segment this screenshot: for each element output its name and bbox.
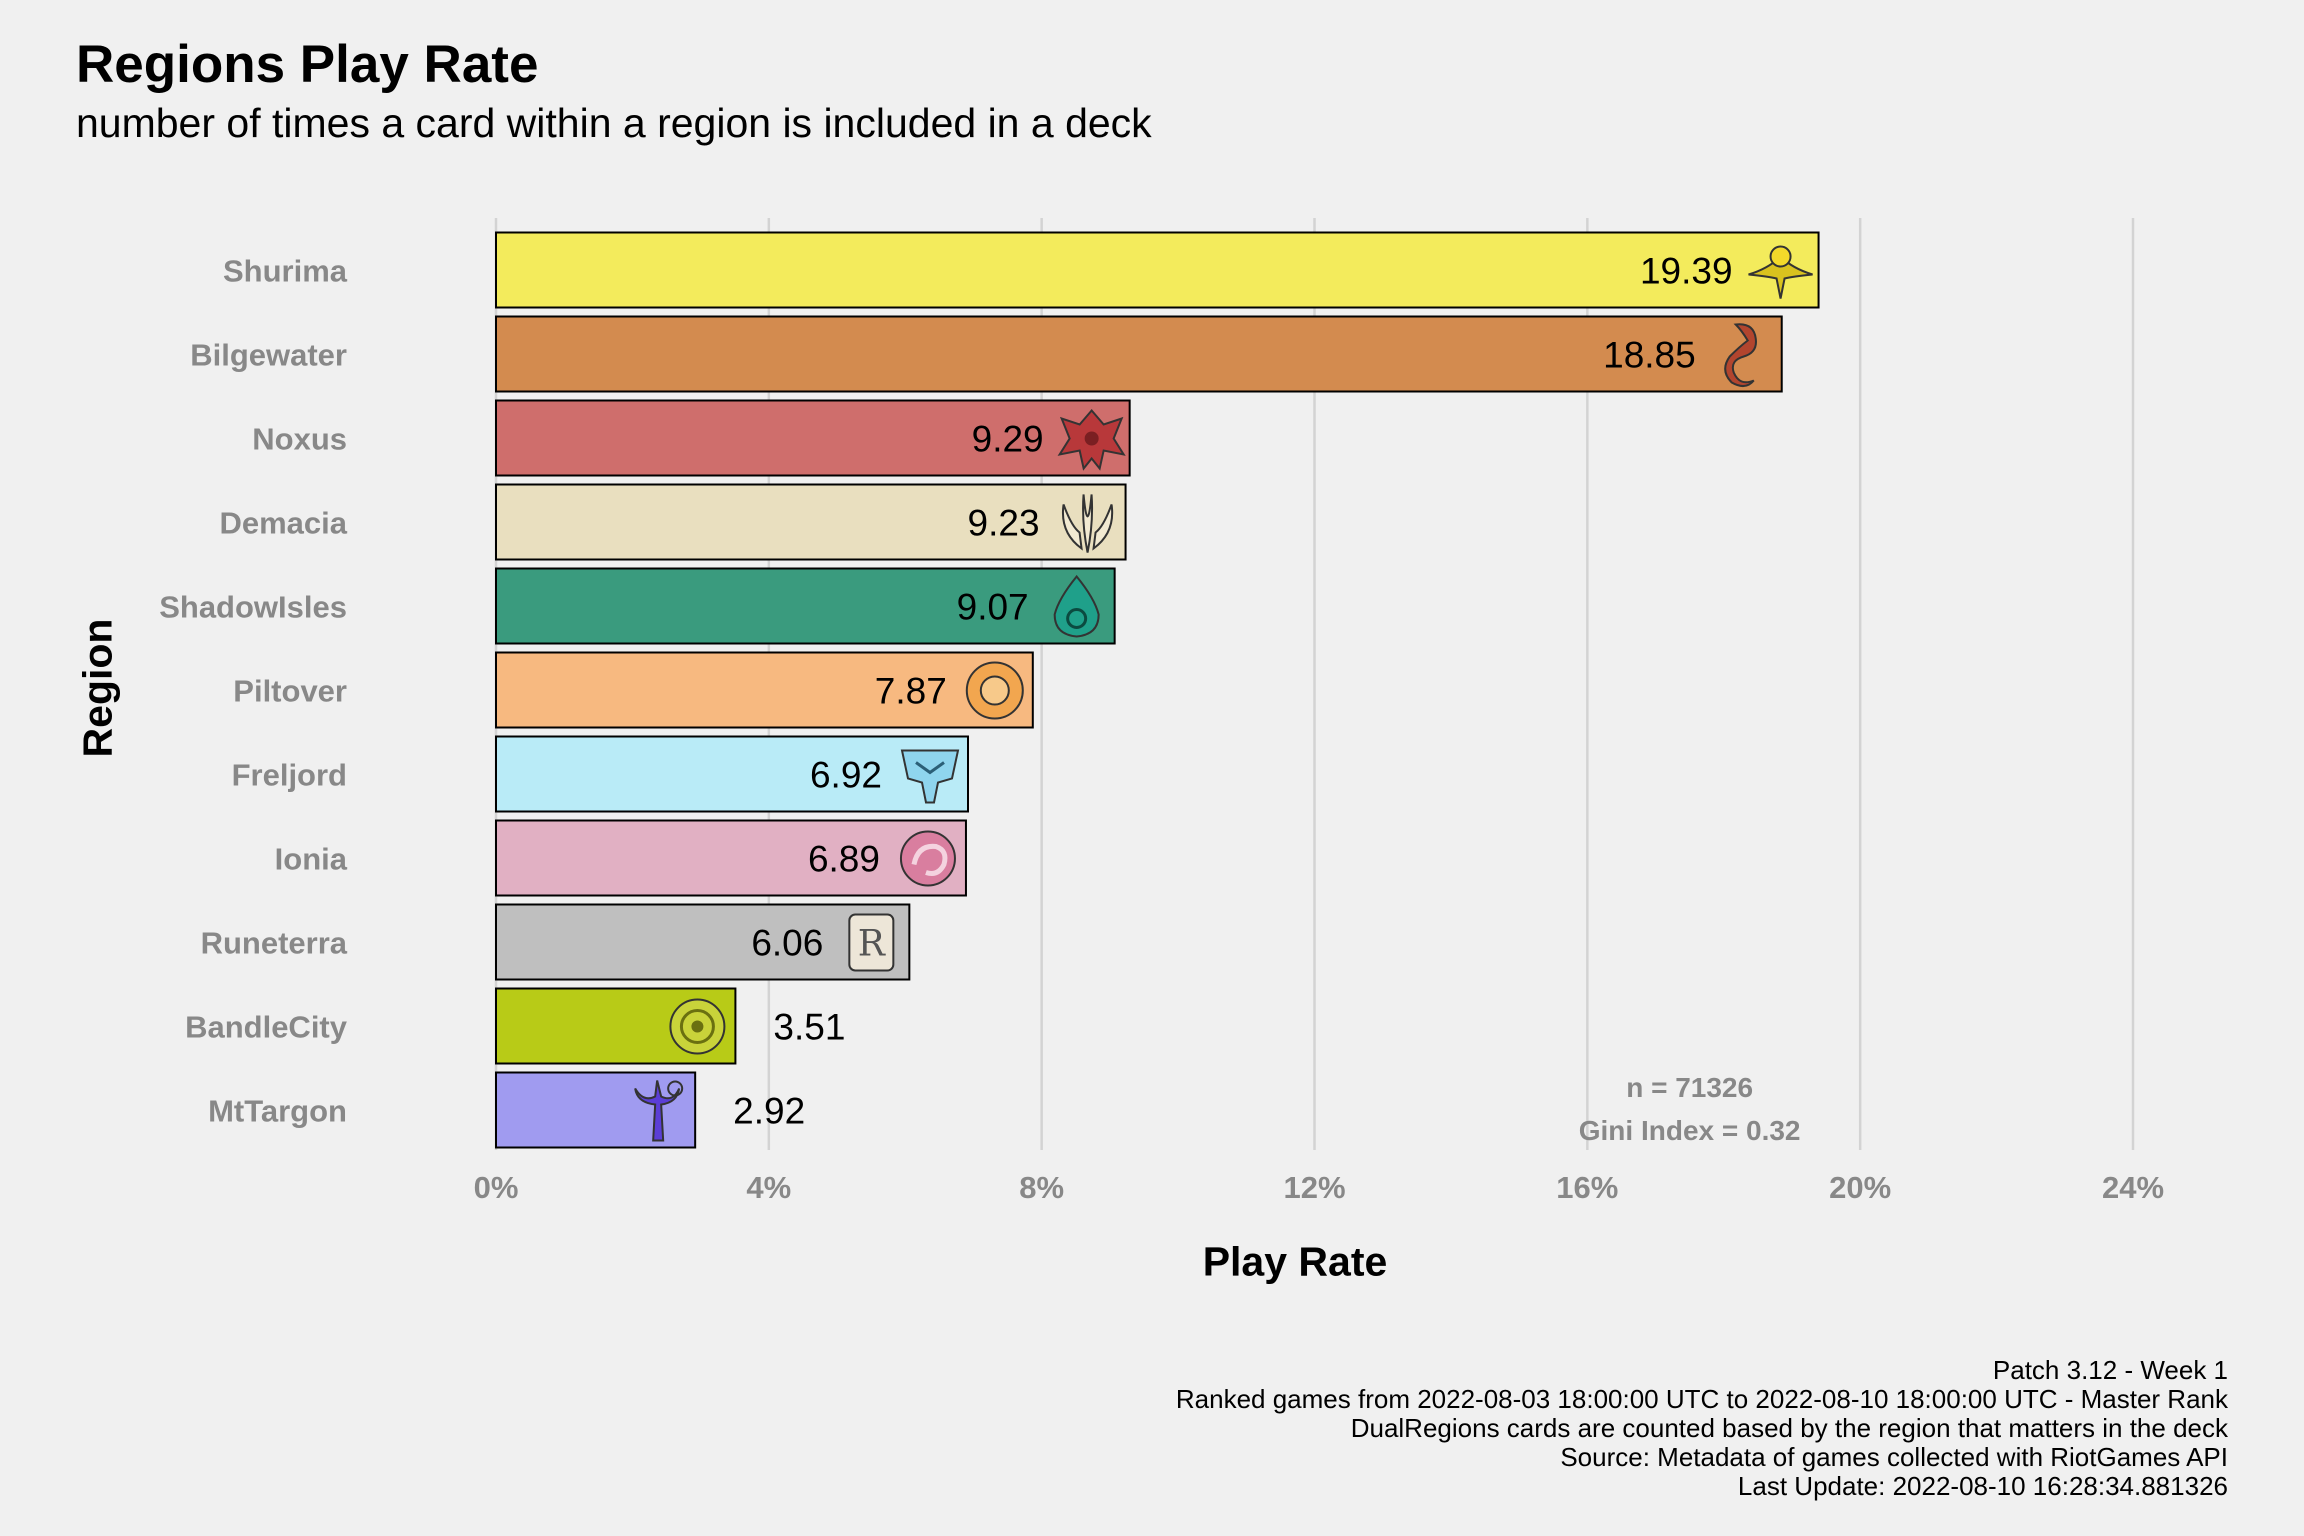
noxus-icon-core <box>1084 431 1099 446</box>
annotation-gini: Gini Index = 0.32 <box>1579 1115 1801 1146</box>
chart-title: Regions Play Rate <box>76 35 539 94</box>
category-label: Piltover <box>233 674 347 709</box>
bar-ionia <box>495 819 967 897</box>
caption-line: Source: Metadata of games collected with… <box>1560 1442 2228 1472</box>
bilgewater-icon-shape <box>1724 323 1757 387</box>
category-label: MtTargon <box>208 1094 347 1129</box>
shadowisles-icon-shape <box>1053 574 1100 638</box>
value-label: 7.87 <box>875 671 947 712</box>
ionia-icon-swirl <box>911 843 948 876</box>
x-axis-label: Play Rate <box>1202 1238 1388 1285</box>
bandlecity-icon-ring <box>679 1009 715 1044</box>
value-label: 9.23 <box>968 503 1040 544</box>
demacia-icon-shape <box>1061 494 1114 553</box>
value-label: 6.06 <box>751 923 823 964</box>
bar-mttargon <box>495 1071 697 1149</box>
mttargon-icon-orb <box>667 1080 684 1097</box>
x-tick-label: 24% <box>2102 1170 2164 1205</box>
x-tick-label: 8% <box>1019 1170 1064 1205</box>
caption-line: Patch 3.12 - Week 1 <box>1992 1355 2228 1385</box>
category-label: Bilgewater <box>190 338 347 373</box>
mttargon-icon <box>634 1080 684 1142</box>
noxus-icon <box>1057 408 1126 471</box>
bar-bilgewater <box>495 315 1783 393</box>
x-tick-label: 12% <box>1283 1170 1345 1205</box>
piltover-icon-core <box>979 675 1010 706</box>
freljord-icon <box>900 749 960 804</box>
value-label: 9.07 <box>957 587 1029 628</box>
caption-line: Ranked games from 2022-08-03 18:00:00 UT… <box>1175 1384 2228 1414</box>
shurima-icon <box>1748 245 1813 299</box>
shadowisles-icon-core <box>1066 608 1088 629</box>
mttargon-icon-shape <box>634 1080 681 1142</box>
ionia-icon <box>899 830 956 887</box>
category-label: Shurima <box>223 254 348 289</box>
demacia-icon <box>1061 494 1114 553</box>
chart-subtitle: number of times a card within a region i… <box>76 100 1152 146</box>
x-tick-label: 16% <box>1556 1170 1618 1205</box>
bilgewater-icon <box>1724 323 1757 387</box>
x-tick-label: 20% <box>1829 1170 1891 1205</box>
value-label: 6.92 <box>810 755 882 796</box>
category-label: Noxus <box>252 422 347 457</box>
caption-line: DualRegions cards are counted based by t… <box>1350 1413 2228 1443</box>
value-label: 19.39 <box>1640 251 1733 292</box>
value-label: 18.85 <box>1603 335 1696 376</box>
category-label: Ionia <box>275 842 348 877</box>
bar-piltover <box>495 651 1034 729</box>
runeterra-icon-shape <box>848 913 895 972</box>
runeterra-icon: R <box>848 913 895 972</box>
value-label: 9.29 <box>972 419 1044 460</box>
runeterra-icon-letter: R <box>858 924 886 965</box>
value-label: 3.51 <box>773 1007 845 1048</box>
bar-noxus <box>495 399 1131 477</box>
piltover-icon <box>965 661 1024 720</box>
category-label: Runeterra <box>201 926 348 961</box>
chart-caption: Patch 3.12 - Week 1 Ranked games from 20… <box>1176 1356 2228 1501</box>
bar-runeterra <box>495 903 911 981</box>
x-tick-label: 0% <box>474 1170 519 1205</box>
category-label: Demacia <box>219 506 347 541</box>
bandlecity-icon <box>669 998 726 1055</box>
annotation-n: n = 71326 <box>1626 1072 1753 1103</box>
freljord-icon-detail <box>915 761 945 775</box>
category-label: Freljord <box>232 758 347 793</box>
category-label: ShadowIsles <box>159 590 347 625</box>
value-label: 2.92 <box>733 1091 805 1132</box>
value-label: 6.89 <box>808 839 880 880</box>
caption-line: Last Update: 2022-08-10 16:28:34.881326 <box>1737 1471 2228 1501</box>
category-label: BandleCity <box>185 1010 348 1045</box>
bar-freljord <box>495 735 970 813</box>
bandlecity-icon-core <box>691 1020 704 1033</box>
shurima-icon-sun <box>1769 245 1792 268</box>
bar-shadowisles <box>495 567 1116 645</box>
shadowisles-icon <box>1053 574 1100 638</box>
x-tick-label: 4% <box>746 1170 791 1205</box>
bar-demacia <box>495 483 1127 561</box>
bar-shurima <box>495 231 1820 309</box>
